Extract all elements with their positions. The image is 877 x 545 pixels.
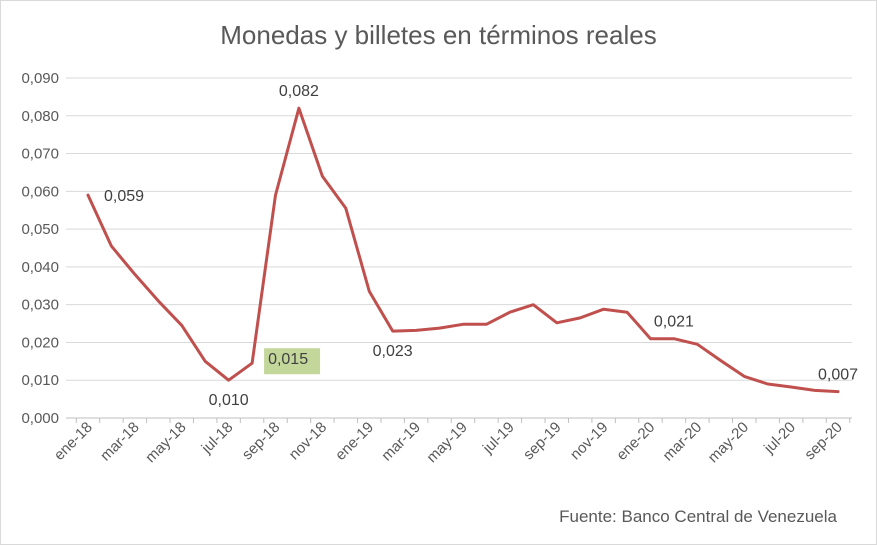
y-tick-label: 0,080 [21,108,59,125]
x-tick-label: jul-20 [760,419,799,458]
y-tick-label: 0,030 [21,297,59,314]
x-tick-label: mar-18 [97,419,143,465]
x-tick-label: sep-18 [239,419,283,463]
x-tick-label: may-19 [423,419,470,466]
x-tick-label: sep-20 [801,419,845,463]
y-tick-label: 0,090 [21,70,59,87]
x-tick-label: jul-19 [479,419,518,458]
x-tick-label: may-18 [142,419,189,466]
chart-source: Fuente: Banco Central de Venezuela [559,507,837,526]
data-label: 0,021 [654,314,694,331]
data-label-highlight [264,348,321,375]
data-label: 0,007 [818,367,858,384]
x-tick-label: sep-19 [520,419,564,463]
x-tick-label: jul-18 [198,419,237,458]
data-label: 0,015 [268,351,308,368]
x-tick-label: mar-20 [660,419,706,465]
chart-title: Monedas y billetes en términos reales [220,20,657,50]
y-tick-label: 0,040 [21,259,59,276]
y-tick-label: 0,050 [21,221,59,238]
data-label: 0,059 [104,188,144,205]
x-tick-label: may-20 [705,419,752,466]
x-tick-label: nov-18 [286,419,330,463]
series-line [86,106,840,394]
data-label: 0,010 [209,392,249,409]
y-tick-label: 0,020 [21,334,59,351]
y-tick-label: 0,010 [21,372,59,389]
x-tick-label: nov-19 [567,419,611,463]
y-tick-label: 0,060 [21,183,59,200]
y-tick-label: 0,070 [21,146,59,163]
data-label: 0,023 [373,343,413,360]
x-tick-label: ene-19 [332,419,377,464]
x-tick-label: mar-19 [378,419,424,465]
x-tick-label: ene-20 [613,419,658,464]
data-label: 0,082 [279,83,319,100]
y-tick-label: 0,000 [21,410,59,427]
